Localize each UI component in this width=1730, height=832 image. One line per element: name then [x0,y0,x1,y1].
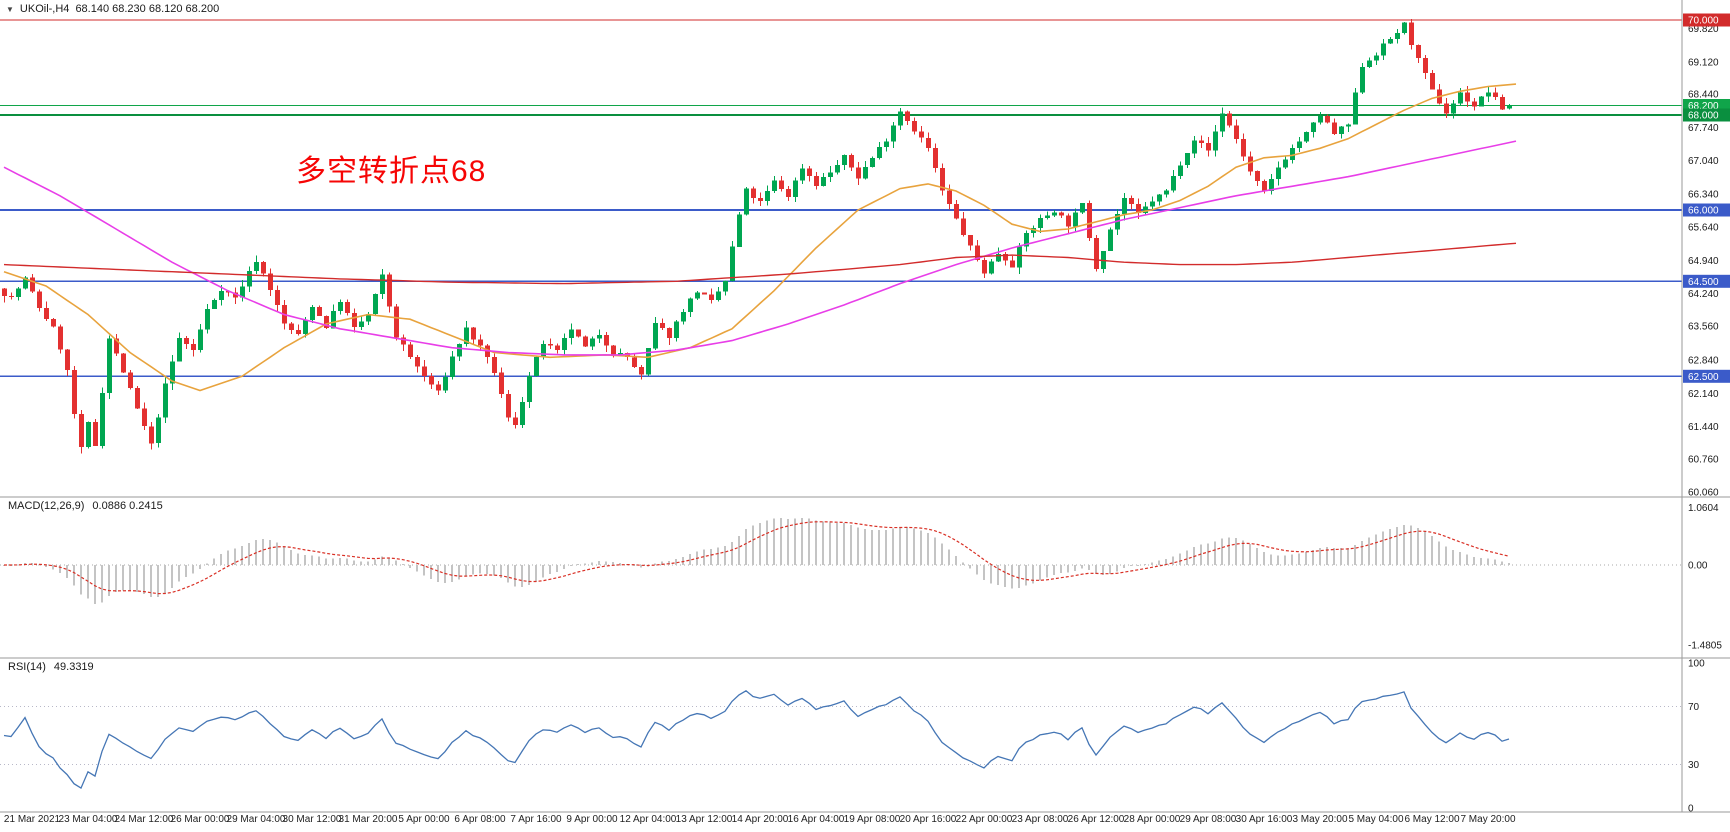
macd-panel [0,517,1682,604]
price-tick: 66.340 [1688,189,1719,200]
time-tick: 12 Apr 04:00 [620,814,677,825]
price-tick: 64.240 [1688,289,1719,300]
price-badge-70.000 [1683,13,1730,27]
macd-axis-label: 0.00 [1688,561,1708,572]
svg-text:62.500: 62.500 [1688,372,1719,383]
symbol-dropdown-icon[interactable]: ▼ [6,4,14,14]
rsi-name: RSI(14) [8,661,46,673]
svg-text:66.000: 66.000 [1688,206,1719,217]
time-tick: 28 Apr 00:00 [1124,814,1181,825]
time-tick: 29 Apr 08:00 [1180,814,1237,825]
time-tick: 20 Apr 16:00 [900,814,957,825]
ma-fast-orange [3,83,1517,392]
time-tick: 30 Apr 16:00 [1236,814,1293,825]
price-badge-66.000 [1683,203,1730,217]
price-tick: 60.060 [1688,488,1719,499]
price-tick: 67.040 [1688,156,1719,167]
candles [2,19,1512,454]
horizontal-lines[interactable] [0,19,1682,378]
price-tick: 61.440 [1688,422,1719,433]
ma-slow-red [3,242,1517,285]
time-tick: 13 Apr 12:00 [676,814,733,825]
time-tick: 30 Mar 12:00 [283,814,342,825]
time-tick: 9 Apr 00:00 [566,814,618,825]
price-tick: 65.640 [1688,223,1719,234]
macd-axis-label: -1.4805 [1688,640,1722,651]
price-axis: 69.820 69.120 68.440 67.740 67.040 66.340 65.6… [1683,13,1730,815]
rsi-values: 49.3319 [53,661,94,673]
rsi-indicator-label: RSI(14) 49.3319 [8,661,94,673]
time-tick: 14 Apr 20:00 [732,814,789,825]
time-tick: 31 Mar 20:00 [339,814,398,825]
rsi-axis-label: 100 [1688,659,1705,670]
svg-text:68.200: 68.200 [1688,101,1719,112]
time-tick: 19 Apr 08:00 [844,814,901,825]
time-tick: 24 Mar 12:00 [115,814,174,825]
time-tick: 16 Apr 04:00 [788,814,845,825]
macd-values: 0.0886 0.2415 [92,500,163,512]
time-tick: 29 Mar 04:00 [227,814,286,825]
time-tick: 6 May 12:00 [1404,814,1459,825]
price-tick: 67.740 [1688,123,1719,134]
ohlc-readout: 68.140 68.230 68.120 68.200 [75,3,220,15]
ma-mid-magenta [3,140,1517,356]
price-tick: 62.140 [1688,389,1719,400]
time-tick: 7 May 20:00 [1460,814,1515,825]
time-tick: 7 Apr 16:00 [510,814,562,825]
price-tick: 69.820 [1688,24,1719,35]
price-tick: 68.440 [1688,90,1719,101]
price-badge-62.500 [1683,369,1730,383]
chart-title: ▼ UKOil-,H4 68.140 68.230 68.120 68.200 [6,3,219,15]
rsi-axis-label: 30 [1688,760,1700,771]
macd-histogram [3,517,1510,604]
time-tick: 26 Mar 00:00 [171,814,230,825]
time-tick: 22 Apr 00:00 [956,814,1013,825]
time-tick: 5 Apr 00:00 [398,814,450,825]
price-tick: 62.840 [1688,356,1719,367]
price-tick: 63.560 [1688,321,1719,332]
price-badge-68.000 [1683,108,1730,122]
time-tick: 21 Mar 2021 [4,814,61,825]
rsi-panel [0,690,1682,790]
price-badge-64.500 [1683,274,1730,288]
time-tick: 3 May 20:00 [1292,814,1347,825]
rsi-axis-label: 0 [1688,804,1694,815]
price-tick: 64.940 [1688,256,1719,267]
price-tick: 60.760 [1688,454,1719,465]
time-tick: 23 Apr 08:00 [1012,814,1069,825]
macd-axis-label: 1.0604 [1688,503,1719,514]
time-tick: 6 Apr 08:00 [454,814,506,825]
symbol-timeframe-label: UKOil-,H4 [19,3,70,15]
macd-indicator-label: MACD(12,26,9) 0.0886 0.2415 [8,500,163,512]
time-tick: 23 Mar 04:00 [59,814,118,825]
svg-text:70.000: 70.000 [1688,16,1719,27]
rsi-line [3,690,1510,790]
annotation-text: 多空转折点68 [296,155,487,188]
macd-signal-line [4,521,1510,595]
svg-text:68.000: 68.000 [1688,111,1719,122]
macd-name: MACD(12,26,9) [8,500,85,512]
panel-dividers[interactable] [0,0,1730,813]
time-tick: 26 Apr 12:00 [1068,814,1125,825]
moving-averages [3,83,1517,392]
rsi-axis-label: 70 [1688,702,1700,713]
time-tick: 5 May 04:00 [1348,814,1403,825]
svg-text:64.500: 64.500 [1688,277,1719,288]
price-tick: 69.120 [1688,57,1719,68]
